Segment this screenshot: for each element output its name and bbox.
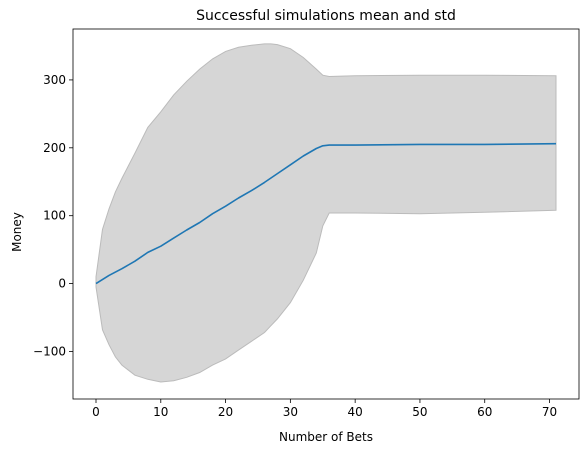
- x-tick-label: 20: [218, 405, 233, 419]
- x-tick-label: 10: [153, 405, 168, 419]
- y-tick-label: 300: [43, 73, 66, 87]
- std-band: [95, 43, 557, 383]
- chart-title: Successful simulations mean and std: [196, 8, 456, 24]
- x-tick-label: 70: [542, 405, 557, 419]
- plot-frame: [72, 28, 580, 400]
- x-tick-label: 30: [283, 405, 298, 419]
- x-axis-title: Number of Bets: [279, 430, 373, 444]
- x-tick-label: 60: [477, 405, 492, 419]
- y-tick-label: −100: [33, 344, 66, 358]
- y-axis-title: Money: [10, 212, 24, 252]
- mean-line: [95, 142, 557, 285]
- y-tick-label: 0: [58, 277, 66, 291]
- axes: 0 10 20 30 40 50 60 70 −100 0 100 200 300: [33, 28, 580, 419]
- x-tick-label: 40: [348, 405, 363, 419]
- x-tick-label: 50: [412, 405, 427, 419]
- plot-area: [95, 43, 557, 383]
- y-tick-label: 100: [43, 209, 66, 223]
- y-tick-label: 200: [43, 141, 66, 155]
- x-tick-label: 0: [92, 405, 100, 419]
